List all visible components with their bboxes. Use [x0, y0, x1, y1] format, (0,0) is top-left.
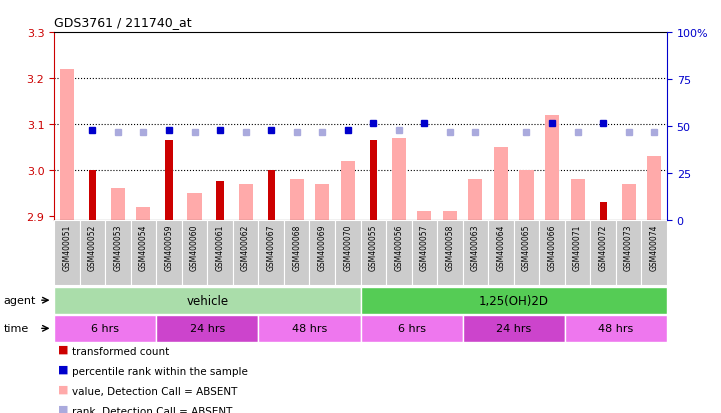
Bar — [392, 138, 406, 221]
Text: GSM400074: GSM400074 — [650, 224, 659, 271]
Bar — [54, 315, 156, 342]
Bar — [545, 116, 559, 221]
Bar — [156, 221, 182, 285]
Text: GSM400063: GSM400063 — [471, 224, 480, 271]
Text: GDS3761 / 211740_at: GDS3761 / 211740_at — [54, 16, 192, 29]
Text: 48 hrs: 48 hrs — [598, 323, 634, 334]
Bar — [131, 221, 156, 285]
Bar — [284, 221, 309, 285]
Bar — [622, 184, 636, 221]
Bar — [565, 221, 590, 285]
Bar — [258, 315, 360, 342]
Text: agent: agent — [4, 295, 36, 306]
Bar — [437, 221, 463, 285]
Text: GSM400056: GSM400056 — [394, 224, 403, 271]
Bar — [54, 287, 360, 314]
Bar — [417, 212, 431, 221]
Text: transformed count: transformed count — [72, 346, 169, 356]
Text: GSM400060: GSM400060 — [190, 224, 199, 271]
Text: 6 hrs: 6 hrs — [91, 323, 119, 334]
Bar — [386, 221, 412, 285]
Text: ■: ■ — [58, 364, 68, 374]
Bar — [239, 184, 252, 221]
Bar — [360, 221, 386, 285]
Bar — [360, 287, 667, 314]
Text: GSM400053: GSM400053 — [113, 224, 123, 271]
Bar — [60, 70, 74, 221]
Bar — [360, 315, 463, 342]
Text: percentile rank within the sample: percentile rank within the sample — [72, 366, 248, 376]
Bar — [443, 212, 457, 221]
Text: vehicle: vehicle — [186, 294, 229, 307]
Bar — [590, 221, 616, 285]
Bar — [79, 221, 105, 285]
Bar — [290, 180, 304, 221]
Bar — [616, 221, 642, 285]
Text: GSM400054: GSM400054 — [139, 224, 148, 271]
Bar — [370, 141, 377, 221]
Bar — [513, 221, 539, 285]
Bar — [54, 221, 79, 285]
Text: GSM400051: GSM400051 — [62, 224, 71, 271]
Bar — [136, 207, 151, 221]
Bar — [341, 161, 355, 221]
Text: GSM400070: GSM400070 — [343, 224, 353, 271]
Text: time: time — [4, 323, 29, 334]
Bar — [412, 221, 437, 285]
Text: GSM400064: GSM400064 — [497, 224, 505, 271]
Text: GSM400071: GSM400071 — [573, 224, 582, 271]
Text: 24 hrs: 24 hrs — [496, 323, 531, 334]
Text: ■: ■ — [58, 344, 68, 354]
Bar — [539, 221, 565, 285]
Bar — [335, 221, 360, 285]
Bar — [216, 182, 224, 221]
Text: GSM400055: GSM400055 — [368, 224, 378, 271]
Text: GSM400058: GSM400058 — [446, 224, 454, 271]
Bar — [111, 189, 125, 221]
Text: GSM400069: GSM400069 — [318, 224, 327, 271]
Text: GSM400067: GSM400067 — [267, 224, 275, 271]
Text: GSM400066: GSM400066 — [547, 224, 557, 271]
Text: GSM400065: GSM400065 — [522, 224, 531, 271]
Text: GSM400052: GSM400052 — [88, 224, 97, 271]
Text: GSM400062: GSM400062 — [241, 224, 250, 271]
Text: 6 hrs: 6 hrs — [397, 323, 425, 334]
Text: ■: ■ — [58, 404, 68, 413]
Bar — [463, 315, 565, 342]
Bar — [494, 147, 508, 221]
Text: GSM400072: GSM400072 — [598, 224, 608, 271]
Bar — [156, 315, 258, 342]
Bar — [258, 221, 284, 285]
Bar — [488, 221, 514, 285]
Text: GSM400057: GSM400057 — [420, 224, 429, 271]
Bar — [469, 180, 482, 221]
Text: GSM400059: GSM400059 — [164, 224, 174, 271]
Bar — [165, 141, 172, 221]
Bar — [565, 315, 667, 342]
Bar — [267, 171, 275, 221]
Bar — [570, 180, 585, 221]
Text: GSM400073: GSM400073 — [624, 224, 633, 271]
Text: 24 hrs: 24 hrs — [190, 323, 225, 334]
Bar — [89, 171, 96, 221]
Text: 48 hrs: 48 hrs — [292, 323, 327, 334]
Bar — [105, 221, 131, 285]
Text: GSM400068: GSM400068 — [292, 224, 301, 271]
Bar — [647, 157, 661, 221]
Bar — [463, 221, 488, 285]
Bar — [233, 221, 258, 285]
Bar — [309, 221, 335, 285]
Bar — [187, 193, 202, 221]
Bar — [315, 184, 329, 221]
Text: rank, Detection Call = ABSENT: rank, Detection Call = ABSENT — [72, 406, 232, 413]
Text: GSM400061: GSM400061 — [216, 224, 224, 271]
Bar — [642, 221, 667, 285]
Text: 1,25(OH)2D: 1,25(OH)2D — [479, 294, 549, 307]
Text: value, Detection Call = ABSENT: value, Detection Call = ABSENT — [72, 386, 237, 396]
Text: ■: ■ — [58, 384, 68, 394]
Bar — [519, 171, 534, 221]
Bar — [208, 221, 233, 285]
Bar — [182, 221, 208, 285]
Bar — [599, 203, 606, 221]
